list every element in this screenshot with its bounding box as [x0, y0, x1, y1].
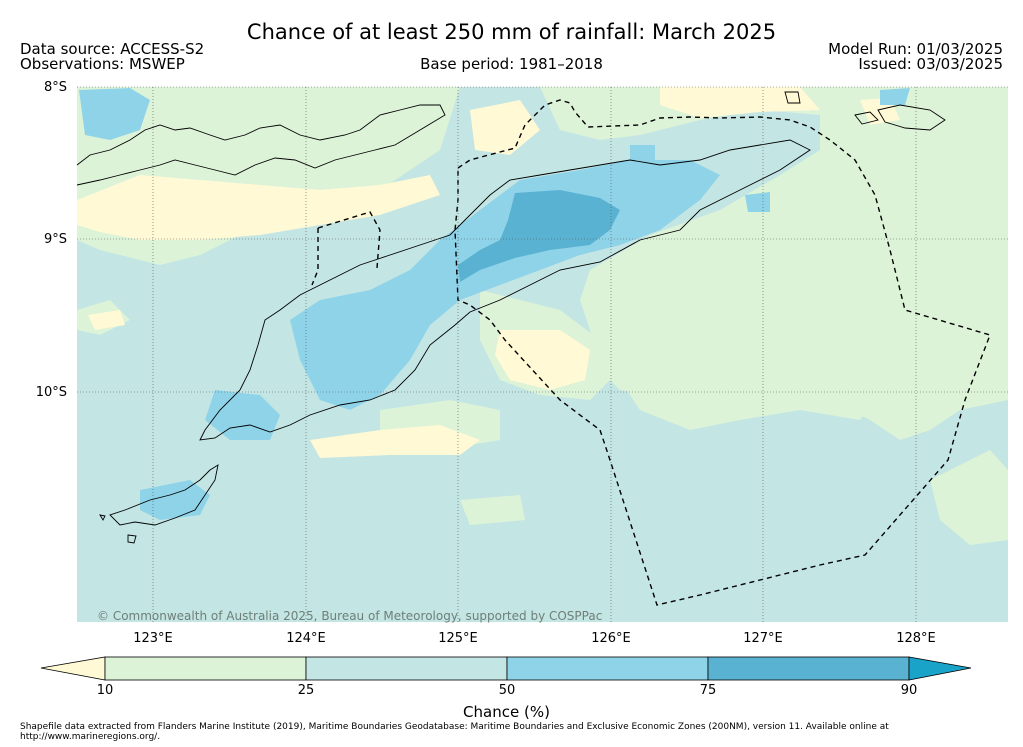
- colorbar-tick-10: 10: [96, 683, 114, 698]
- colorbar-tick-90: 90: [900, 683, 918, 698]
- colorbar-75-90: [707, 656, 910, 681]
- contour-below-10: [77, 87, 900, 458]
- data-source-label: Data source: ACCESS-S2: [20, 40, 205, 58]
- colorbar-25-50: [305, 656, 508, 681]
- graticule: [77, 86, 1008, 622]
- map-title: Chance of at least 250 mm of rainfall: M…: [246, 20, 777, 44]
- colorbar-tick-25: 25: [297, 683, 315, 698]
- lon-label-124e: 124°E: [286, 631, 326, 646]
- colorbar-above-90: [908, 656, 972, 681]
- footer-note: Shapefile data extracted from Flanders M…: [20, 722, 889, 742]
- lon-label-123e: 123°E: [133, 631, 173, 646]
- copyright-credit: © Commonwealth of Australia 2025, Bureau…: [97, 609, 603, 623]
- contour-75-90: [458, 190, 620, 282]
- observations-label: Observations: MSWEP: [20, 55, 185, 73]
- lon-label-125e: 125°E: [438, 631, 478, 646]
- coastlines: [76, 91, 946, 544]
- issued-label: Issued: 03/03/2025: [858, 55, 1003, 73]
- lat-label-8s: 8°S: [43, 80, 67, 95]
- colorbar-below-10: [40, 656, 106, 681]
- base-period-label: Base period: 1981–2018: [420, 55, 603, 73]
- lon-label-128e: 128°E: [896, 631, 936, 646]
- lat-label-9s: 9°S: [43, 232, 67, 247]
- lat-label-10s: 10°S: [35, 385, 67, 400]
- model-run-label: Model Run: 01/03/2025: [828, 40, 1003, 58]
- colorbar-tick-75: 75: [699, 683, 717, 698]
- colorbar-10-25: [104, 656, 307, 681]
- colorbar-tick-50: 50: [498, 683, 516, 698]
- lon-label-126e: 126°E: [591, 631, 631, 646]
- lon-label-127e: 127°E: [743, 631, 783, 646]
- colorbar-50-75: [506, 656, 709, 681]
- colorbar-title: Chance (%): [463, 703, 550, 721]
- maritime-boundaries: [311, 99, 991, 606]
- colorbar: [40, 656, 972, 681]
